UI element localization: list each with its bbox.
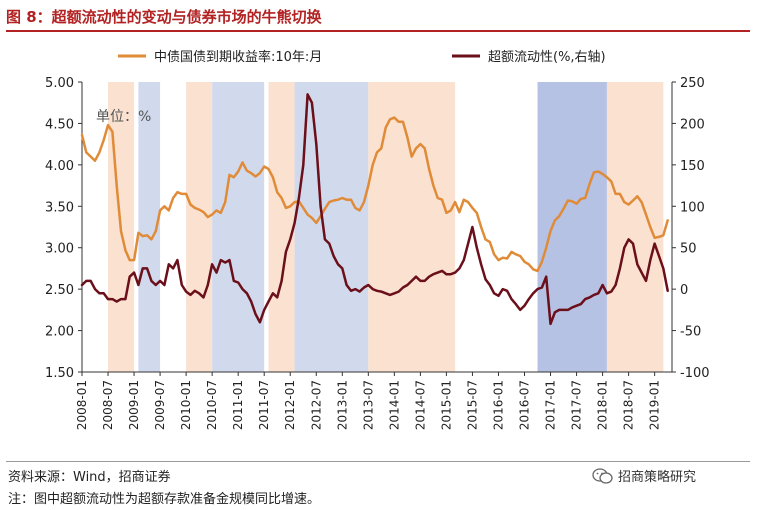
- left-tick-label: 2.00: [45, 325, 74, 340]
- shade-bear-8: [606, 82, 664, 372]
- right-tick-label: 0: [680, 283, 688, 298]
- left-tick-label: 2.50: [45, 283, 74, 298]
- x-tick-label: 2018-01: [596, 380, 610, 430]
- shade-bear-4: [268, 82, 295, 372]
- x-tick-label: 2013-07: [361, 380, 375, 430]
- unit-label: 单位：%: [96, 109, 151, 125]
- x-tick-label: 2016-01: [491, 380, 505, 430]
- chart-axes: 1.50 2.00 2.50 3.00 3.50 4.00 4.50 5.00 -100 -50 0…: [45, 76, 709, 430]
- brand-name: 招商策略研究: [618, 470, 697, 485]
- title-divider: [6, 30, 750, 32]
- x-tick-label: 2018-07: [622, 380, 636, 430]
- shade-bull-3: [212, 82, 265, 372]
- shaded-periods: [108, 82, 664, 372]
- chart-area: 1.50 2.00 2.50 3.00 3.50 4.00 4.50 5.00 -100 -50 0…: [45, 49, 709, 430]
- right-tick-label: 250: [680, 76, 705, 91]
- bond-yield-line: [80, 116, 669, 273]
- excess-liquidity-line: [80, 93, 669, 326]
- left-tick-label: 4.50: [45, 117, 74, 132]
- x-tick-label: 2010-07: [205, 380, 219, 430]
- left-tick-label: 3.00: [45, 242, 74, 257]
- x-tick-label: 2016-07: [518, 380, 532, 430]
- brand-mark: 招商策略研究: [592, 466, 696, 485]
- x-tick-label: 2019-01: [648, 380, 662, 430]
- left-tick-label: 3.50: [45, 200, 74, 215]
- x-tick-label: 2009-01: [127, 380, 141, 430]
- left-tick-label: 1.50: [45, 366, 74, 381]
- x-tick-label: 2008-01: [75, 380, 89, 430]
- footer-divider: [6, 461, 750, 462]
- x-tick-label: 2015-01: [439, 380, 453, 430]
- source-note: 资料来源：Wind，招商证券: [8, 470, 171, 485]
- left-tick-label: 5.00: [45, 76, 74, 91]
- right-tick-label: 150: [680, 159, 705, 174]
- chart-lines: [80, 93, 669, 326]
- x-tick-label: 2011-01: [231, 380, 245, 430]
- wechat-icon: [592, 467, 613, 484]
- x-tick-label: 2014-01: [387, 380, 401, 430]
- right-tick-label: 100: [680, 200, 705, 215]
- right-tick-label: 200: [680, 117, 705, 132]
- x-tick-label: 2010-01: [179, 380, 193, 430]
- footnote: 注：图中超额流动性为超额存款准备金规模同比增速。: [8, 492, 321, 507]
- legend-label-excess-liquidity: 超额流动性(%,右轴): [488, 50, 606, 65]
- x-tick-label: 2011-07: [257, 380, 271, 430]
- x-tick-label: 2015-07: [465, 380, 479, 430]
- shade-bull_dark-7: [537, 82, 607, 372]
- x-tick-label: 2017-01: [544, 380, 558, 430]
- shade-bear-2: [186, 82, 213, 372]
- shade-bear-6: [368, 82, 456, 372]
- legend-label-bond-yield: 中债国债到期收益率:10年:月: [154, 49, 322, 65]
- x-tick-label: 2008-07: [101, 380, 115, 430]
- left-tick-label: 4.00: [45, 159, 74, 174]
- x-tick-label: 2009-07: [153, 380, 167, 430]
- x-tick-label: 2012-07: [309, 380, 323, 430]
- x-tick-label: 2012-01: [283, 380, 297, 430]
- chart-legend: 中债国债到期收益率:10年:月 超额流动性(%,右轴): [118, 49, 606, 65]
- right-tick-label: -50: [680, 325, 701, 340]
- x-tick-label: 2013-01: [335, 380, 349, 430]
- right-tick-label: 50: [680, 242, 697, 257]
- shade-bull-5: [294, 82, 369, 372]
- right-tick-label: -100: [680, 366, 710, 381]
- shade-bull-1: [138, 82, 161, 372]
- chart-title: 图 8：超额流动性的变动与债券市场的牛熊切换: [6, 8, 322, 26]
- x-tick-label: 2014-07: [413, 380, 427, 430]
- x-tick-label: 2017-07: [570, 380, 584, 430]
